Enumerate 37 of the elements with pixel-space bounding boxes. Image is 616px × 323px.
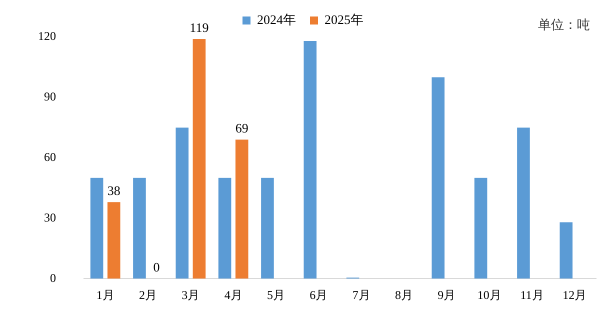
data-label: 119 (190, 20, 209, 35)
y-tick-label: 60 (44, 150, 56, 164)
y-tick-label: 90 (44, 90, 56, 104)
x-tick-label: 8月 (395, 288, 413, 302)
bar (517, 128, 530, 279)
bar (560, 222, 573, 279)
bar (474, 178, 488, 279)
x-tick-label: 10月 (477, 288, 502, 302)
data-label: 0 (153, 260, 160, 275)
x-tick-label: 12月 (562, 288, 587, 302)
bar (235, 140, 248, 279)
data-label: 38 (107, 183, 120, 198)
x-tick-label: 2月 (139, 288, 157, 302)
bar (192, 39, 206, 279)
x-tick-label: 1月 (96, 288, 114, 302)
bar (218, 178, 232, 279)
x-tick-label: 11月 (520, 288, 544, 302)
bar (261, 178, 274, 279)
data-label: 69 (235, 120, 248, 136)
x-tick-label: 6月 (310, 288, 328, 302)
x-tick-label: 7月 (352, 288, 370, 302)
bar (133, 178, 146, 279)
y-tick-label: 0 (50, 270, 56, 285)
legend-label: 2024年 (257, 12, 296, 27)
bar (107, 202, 120, 279)
x-tick-label: 5月 (267, 288, 285, 302)
x-tick-label: 3月 (182, 288, 200, 302)
y-tick-label: 30 (44, 210, 56, 224)
bar (176, 128, 189, 279)
bar (304, 41, 317, 279)
text: 单位：吨 (538, 16, 590, 34)
y-tick-label: 120 (38, 29, 56, 44)
x-tick-label: 4月 (224, 288, 242, 302)
bar (432, 77, 445, 279)
bar (90, 178, 104, 279)
x-tick-label: 9月 (438, 288, 456, 302)
legend-label: 2025年 (324, 12, 364, 27)
